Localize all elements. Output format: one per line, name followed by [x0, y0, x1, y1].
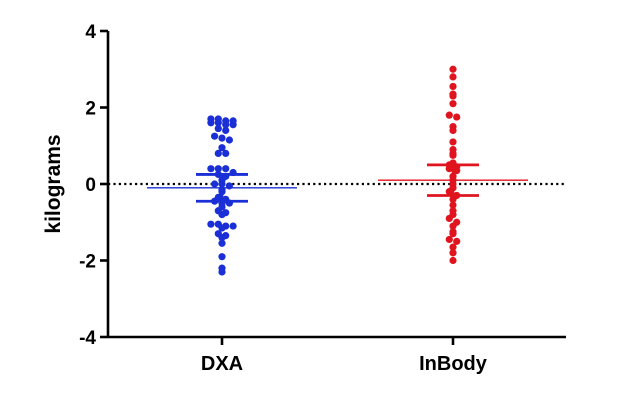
- data-point: [449, 100, 457, 108]
- data-point: [445, 111, 453, 119]
- data-point: [218, 211, 226, 219]
- y-tick-label: 2: [85, 99, 96, 120]
- data-point: [449, 201, 457, 209]
- y-tick-label: 4: [85, 22, 96, 43]
- series-layer: [147, 65, 528, 276]
- data-point: [449, 222, 457, 230]
- data-point: [207, 165, 215, 173]
- labels: -4 -2 0 2 4 DXA InBody kilograms: [42, 22, 488, 375]
- data-point: [449, 243, 457, 251]
- data-point: [211, 132, 219, 140]
- data-point: [449, 65, 457, 73]
- data-point: [449, 230, 457, 238]
- data-point: [207, 220, 215, 228]
- x-category-label: InBody: [419, 353, 488, 375]
- data-point: [453, 237, 461, 245]
- data-point: [218, 224, 226, 232]
- data-point: [449, 145, 457, 154]
- y-axis-title: kilograms: [42, 134, 65, 233]
- data-point: [449, 138, 457, 146]
- data-point: [445, 214, 453, 223]
- y-tick-label: -4: [79, 328, 96, 349]
- data-point: [218, 233, 226, 242]
- data-point: [214, 149, 222, 157]
- data-point: [218, 253, 226, 261]
- data-point: [225, 136, 233, 144]
- data-point: [218, 239, 226, 247]
- data-point: [218, 134, 226, 142]
- data-point: [214, 165, 222, 173]
- data-point: [449, 195, 457, 203]
- data-point: [214, 124, 222, 133]
- data-point: [445, 188, 453, 196]
- data-point: [453, 113, 461, 121]
- data-point: [449, 90, 457, 98]
- data-point: [214, 115, 222, 123]
- data-point: [445, 235, 453, 244]
- data-point: [449, 249, 457, 257]
- axes: [100, 29, 566, 345]
- data-point: [449, 73, 457, 81]
- data-point: [449, 123, 457, 131]
- data-point: [222, 117, 230, 125]
- data-point: [211, 180, 219, 188]
- data-point: [222, 165, 230, 173]
- y-tick-label: 0: [85, 175, 96, 196]
- data-point: [449, 256, 457, 265]
- data-point: [218, 268, 226, 276]
- data-point: [222, 126, 230, 135]
- data-point: [229, 117, 237, 125]
- data-point: [222, 149, 230, 157]
- data-point: [218, 144, 226, 152]
- data-point: [207, 115, 215, 123]
- data-point: [229, 222, 237, 230]
- y-tick-label: -2: [79, 252, 96, 273]
- data-point: [449, 82, 457, 91]
- x-category-label: DXA: [201, 353, 243, 375]
